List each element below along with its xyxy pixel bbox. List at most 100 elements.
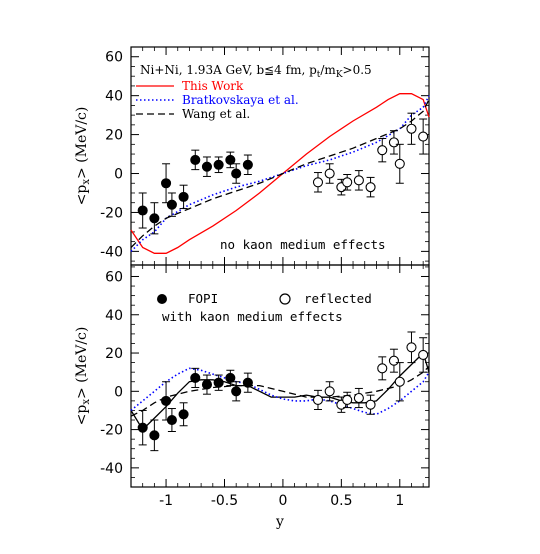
bottom-data-point-fopi (201, 374, 213, 395)
bottom-data-point-reflected (377, 356, 388, 381)
top-series-this-work (130, 93, 430, 254)
filled-marker (161, 395, 172, 406)
filled-marker (178, 191, 189, 202)
top-data-point-reflected (312, 172, 324, 193)
filled-marker (161, 178, 172, 189)
top-ytick-label: 20 (105, 128, 123, 144)
open-marker (388, 355, 399, 366)
bottom-data-point-fopi (149, 419, 160, 452)
top-data-point-fopi (201, 156, 213, 177)
open-marker (406, 342, 417, 353)
top-legend: This Work Bratkovskaya et al. Wang et al… (136, 79, 299, 121)
filled-marker (231, 386, 242, 397)
top-data-point-reflected (353, 170, 364, 191)
top-header: Ni+Ni, 1.93A GeV, b≦4 fm, pt/mK>0.5 (140, 63, 372, 80)
legend-marker-reflected (279, 293, 291, 305)
top-data-point-fopi (137, 192, 148, 229)
top-ytick-label: 0 (114, 167, 123, 183)
bottom-ytick-label: 60 (105, 269, 123, 285)
bottom-data-point-fopi (178, 402, 189, 427)
top-data-point-reflected (377, 137, 388, 163)
bottom-data-point-reflected (388, 348, 399, 373)
bottom-xtick-label: 0.5 (330, 493, 352, 509)
open-marker (365, 182, 376, 193)
top-data-point-fopi (166, 192, 177, 217)
top-panel-frame (130, 46, 430, 266)
bottom-data-point-reflected (353, 387, 364, 409)
filled-marker (149, 213, 160, 224)
open-marker (312, 177, 324, 188)
bottom-data-point-reflected (324, 381, 335, 402)
top-ytick-label: 40 (105, 89, 123, 105)
open-marker (342, 394, 353, 405)
top-data-point-fopi (213, 156, 224, 174)
top-axes: -40 -20 0 20 40 60 (100, 46, 429, 265)
bottom-ytick-label: 40 (105, 308, 123, 324)
bottom-ytick-label: 20 (105, 346, 123, 362)
bottom-legend: FOPI reflected (157, 291, 372, 306)
xlabel: y (275, 514, 284, 530)
filled-marker (137, 205, 148, 216)
top-series-bratkovskaya-et-al- (130, 95, 430, 252)
bottom-data-point-reflected (365, 394, 376, 415)
top-data-point-fopi (178, 184, 189, 210)
top-data-point-reflected (324, 163, 335, 184)
bottom-xtick-label: 0 (278, 493, 287, 509)
filled-marker (213, 377, 224, 388)
open-marker (353, 175, 364, 186)
bottom-data-point-fopi (161, 381, 172, 421)
bottom-data-point-fopi (213, 374, 224, 391)
legend-label-fopi: FOPI (188, 291, 218, 306)
top-data-point-reflected (406, 112, 417, 145)
top-series-wang-et-al- (130, 99, 430, 248)
top-data-point-fopi (231, 163, 242, 184)
open-marker (406, 123, 417, 134)
top-data-point-fopi (225, 151, 236, 169)
filled-marker (190, 154, 201, 165)
legend-label-reflected: reflected (304, 291, 372, 306)
filled-marker (242, 159, 253, 170)
bottom-data-point-fopi (190, 367, 201, 388)
bottom-annotation: with kaon medium effects (162, 309, 343, 324)
top-annotation: no kaon medium effects (220, 237, 386, 252)
filled-marker (137, 422, 148, 433)
top-data-point-fopi (149, 202, 160, 235)
bottom-data-point-fopi (225, 369, 236, 387)
filled-marker (149, 430, 160, 441)
bottom-data-point-reflected (342, 391, 353, 409)
legend-label-this-work: This Work (182, 79, 244, 93)
bottom-data-point-fopi (242, 372, 253, 393)
open-marker (353, 392, 364, 404)
bottom-axes: -40 -20 0 20 40 60 -1 -0.5 0 0.5 1 (100, 265, 429, 509)
filled-marker (201, 379, 213, 390)
open-marker (418, 349, 429, 360)
top-data-point-fopi (190, 149, 201, 171)
top-plot-area (130, 93, 430, 254)
open-marker (324, 386, 335, 397)
top-ytick-label: -20 (100, 205, 123, 221)
bottom-panel-frame (130, 264, 430, 488)
bottom-data-point-reflected (394, 362, 405, 402)
open-marker (324, 168, 335, 179)
bottom-series-this-work (130, 351, 430, 431)
filled-marker (225, 372, 236, 383)
open-marker (377, 145, 388, 156)
legend-label-bratkovskaya: Bratkovskaya et al. (182, 93, 299, 107)
bottom-plot-area (130, 331, 430, 452)
top-data-point-reflected (418, 118, 429, 155)
open-marker (388, 137, 399, 148)
bottom-xtick-label: -1 (159, 493, 173, 509)
top-data-point-reflected (342, 173, 353, 191)
open-marker (394, 158, 405, 169)
open-marker (312, 394, 324, 405)
top-data-point-reflected (365, 176, 376, 198)
bottom-ytick-label: -40 (100, 461, 123, 477)
bottom-xtick-label: -0.5 (211, 493, 238, 509)
bottom-ytick-label: -20 (100, 423, 123, 439)
top-data-point-reflected (394, 143, 405, 184)
open-marker (394, 376, 405, 387)
bottom-data-point-reflected (418, 337, 429, 373)
bottom-data-point-reflected (406, 331, 417, 364)
top-data-point-fopi (242, 154, 253, 175)
filled-marker (166, 199, 177, 210)
